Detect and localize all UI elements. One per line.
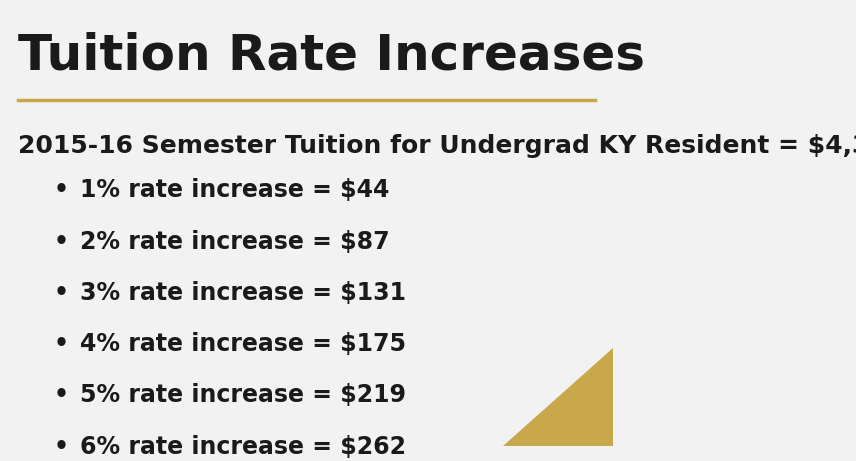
Text: •: • <box>54 230 68 254</box>
Polygon shape <box>503 348 614 446</box>
Text: 1% rate increase = $44: 1% rate increase = $44 <box>80 178 389 202</box>
Text: •: • <box>54 281 68 305</box>
Text: •: • <box>54 178 68 202</box>
Text: •: • <box>54 435 68 459</box>
Text: •: • <box>54 384 68 408</box>
Text: •: • <box>54 332 68 356</box>
Text: 3% rate increase = $131: 3% rate increase = $131 <box>80 281 406 305</box>
Text: 2015-16 Semester Tuition for Undergrad KY Resident = $4,368: 2015-16 Semester Tuition for Undergrad K… <box>18 134 856 158</box>
Text: 5% rate increase = $219: 5% rate increase = $219 <box>80 384 406 408</box>
Text: 4% rate increase = $175: 4% rate increase = $175 <box>80 332 406 356</box>
Text: 2% rate increase = $87: 2% rate increase = $87 <box>80 230 389 254</box>
Text: Tuition Rate Increases: Tuition Rate Increases <box>18 31 645 79</box>
Text: 6% rate increase = $262: 6% rate increase = $262 <box>80 435 406 459</box>
